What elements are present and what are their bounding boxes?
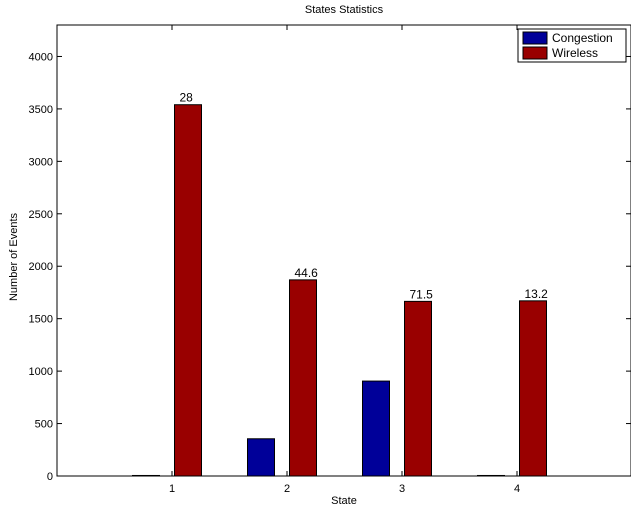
y-ticks: 0 500 1000 1500 2000 2500 3000 3500 4000 [29, 51, 631, 483]
y-tick-label: 2500 [29, 209, 53, 221]
bar-congestion-1 [132, 474, 160, 477]
y-tick-label: 0 [47, 471, 53, 483]
bar-wireless-3 [404, 300, 432, 477]
data-labels: 28 44.6 71.5 13.2 [180, 91, 549, 302]
x-ticks: 1 2 3 4 [169, 25, 520, 495]
bar-congestion-2 [247, 438, 275, 477]
legend-swatch-wireless [522, 46, 548, 60]
legend-swatch-congestion [522, 31, 548, 45]
bars [132, 104, 547, 477]
x-tick-label: 3 [399, 483, 405, 495]
x-tick-label: 4 [514, 483, 520, 495]
y-tick-label: 1000 [29, 366, 53, 378]
data-label: 71.5 [410, 287, 434, 301]
bar-congestion-4 [477, 474, 505, 477]
y-axis-label: Number of Events [8, 212, 20, 301]
legend: Congestion Wireless [517, 28, 627, 63]
data-label: 13.2 [525, 287, 549, 301]
plot-area [56, 24, 631, 477]
y-tick-label: 3500 [29, 104, 53, 116]
x-tick-label: 2 [284, 483, 290, 495]
bar-wireless-1 [174, 104, 202, 477]
data-label: 28 [180, 91, 194, 105]
y-tick-label: 500 [35, 419, 53, 431]
bar-wireless-2 [289, 279, 317, 477]
chart-title: States Statistics [305, 4, 384, 16]
y-tick-label: 4000 [29, 51, 53, 63]
bar-wireless-4 [519, 300, 547, 477]
data-label: 44.6 [295, 266, 319, 280]
y-tick-label: 2000 [29, 261, 53, 273]
bar-congestion-3 [362, 380, 390, 477]
y-axis-label-group: Number of Events [8, 212, 20, 301]
legend-label-wireless: Wireless [552, 46, 598, 60]
x-tick-label: 1 [169, 483, 175, 495]
y-tick-label: 1500 [29, 314, 53, 326]
y-tick-label: 3000 [29, 156, 53, 168]
x-axis-label: State [331, 495, 357, 507]
legend-label-congestion: Congestion [552, 31, 613, 45]
